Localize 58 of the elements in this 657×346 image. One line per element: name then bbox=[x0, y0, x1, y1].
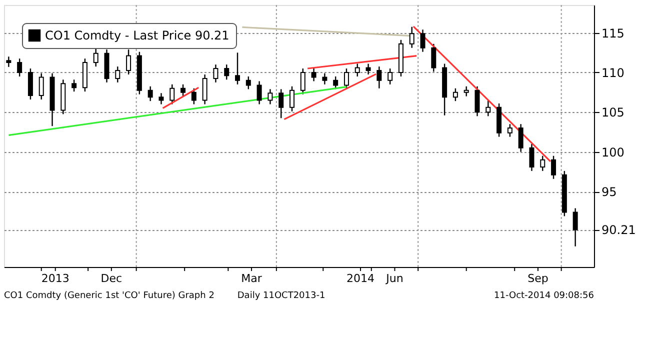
text: CO1 Comdty (Generic 1st 'CO' Future) Graph 2 bbox=[4, 291, 214, 301]
candlestick bbox=[344, 68, 349, 90]
candlestick bbox=[551, 155, 556, 180]
legend-label: CO1 Comdty - Last Price 90.21 bbox=[45, 28, 230, 42]
y-tick-label: 90.21 bbox=[602, 223, 636, 238]
candlestick bbox=[289, 86, 294, 112]
x-tick-label: 2013 bbox=[41, 272, 70, 285]
candlestick bbox=[180, 84, 186, 97]
candlestick bbox=[268, 88, 273, 105]
text: 11-Oct-2014 09:08:56 bbox=[494, 291, 594, 301]
candlestick bbox=[72, 79, 77, 92]
candlestick bbox=[17, 58, 22, 78]
candlestick bbox=[529, 143, 534, 172]
x-tick-label: 2014 bbox=[346, 272, 374, 285]
x-tick-label: Sep bbox=[528, 272, 548, 285]
candlestick bbox=[191, 88, 196, 105]
candlestick bbox=[518, 123, 524, 152]
candlestick bbox=[246, 76, 251, 90]
candlestick bbox=[486, 98, 491, 117]
candlestick bbox=[148, 86, 153, 102]
candlestick bbox=[540, 155, 546, 172]
candlestick bbox=[452, 88, 458, 102]
candlestick bbox=[420, 29, 426, 52]
candlestick bbox=[224, 64, 230, 80]
x-tick-label: Mar bbox=[241, 272, 262, 285]
candlestick bbox=[322, 72, 328, 85]
candlestick bbox=[38, 72, 44, 100]
candlestick bbox=[507, 123, 512, 138]
candlestick bbox=[388, 68, 393, 85]
candlestick bbox=[256, 80, 262, 105]
candlestick bbox=[311, 67, 316, 82]
candlestick bbox=[376, 66, 382, 89]
candlestick bbox=[213, 64, 218, 84]
candlestick bbox=[202, 74, 208, 105]
y-tick-label: 95 bbox=[602, 185, 617, 200]
candlestick bbox=[409, 26, 414, 48]
x-tick-label: Jun bbox=[385, 272, 404, 285]
candlestick bbox=[170, 84, 175, 105]
y-tick-label: 100 bbox=[602, 145, 624, 160]
candlestick bbox=[464, 86, 469, 97]
candlestick bbox=[28, 68, 33, 100]
candlestick bbox=[235, 52, 240, 85]
candlestick bbox=[6, 56, 12, 68]
candlestick bbox=[354, 63, 360, 78]
candlestick bbox=[158, 92, 164, 105]
candlestick bbox=[474, 86, 480, 117]
y-tick-label: 115 bbox=[602, 26, 624, 40]
candlestick bbox=[300, 68, 306, 95]
candlestick bbox=[366, 63, 371, 76]
candlestick bbox=[115, 66, 120, 84]
text: Daily 11OCT2013-1 bbox=[237, 291, 326, 301]
candlestick bbox=[278, 88, 284, 119]
candlestick bbox=[572, 208, 578, 247]
candlestick bbox=[333, 76, 338, 90]
y-tick-label: 110 bbox=[602, 66, 624, 80]
candlestick bbox=[431, 43, 436, 72]
x-tick-label: Dec bbox=[100, 272, 122, 285]
y-tick-label: 105 bbox=[602, 106, 624, 120]
